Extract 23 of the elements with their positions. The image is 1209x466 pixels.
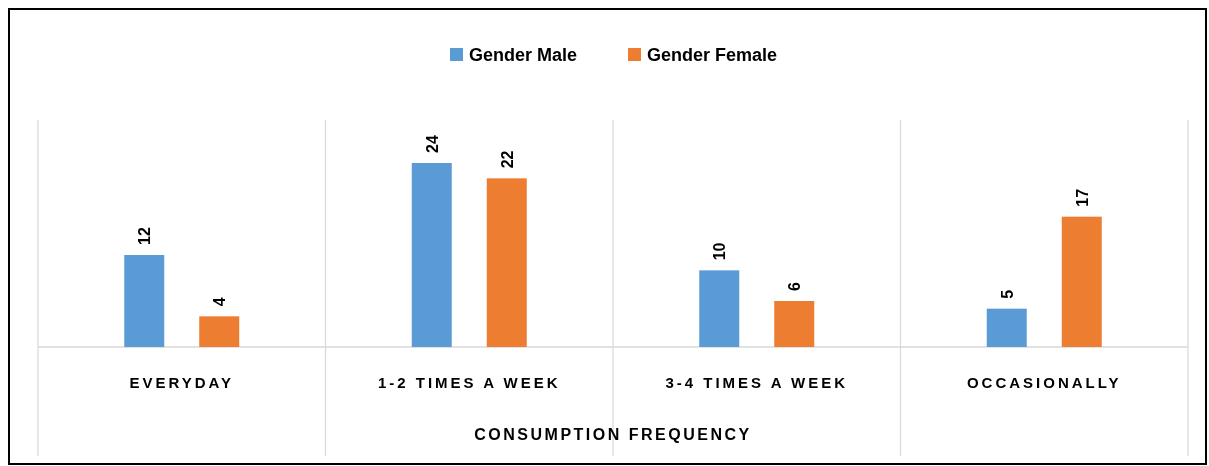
bar (1061, 216, 1102, 347)
data-label: 4 (211, 297, 229, 307)
data-label: 17 (1073, 188, 1091, 207)
x-tick-label: 1-2 TIMES A WEEK (377, 374, 561, 391)
x-axis-title: CONSUMPTION FREQUENCY (474, 426, 752, 443)
bar (411, 163, 452, 347)
legend-label: Gender Male (469, 45, 578, 65)
data-label: 5 (998, 289, 1016, 299)
data-label: 24 (423, 135, 441, 153)
x-tick-label: OCCASIONALLY (966, 374, 1122, 391)
bar (199, 316, 240, 347)
legend-label: Gender Female (647, 45, 778, 65)
data-label: 12 (136, 227, 154, 245)
data-label: 10 (711, 242, 729, 261)
bar (486, 178, 527, 347)
data-label: 22 (498, 150, 516, 169)
x-tick-label: EVERYDAY (129, 374, 235, 391)
x-tick-label: 3-4 TIMES A WEEK (665, 374, 849, 391)
bar (699, 270, 740, 347)
data-label: 6 (786, 282, 804, 291)
bar (774, 301, 815, 347)
bar (986, 308, 1027, 347)
bar (124, 255, 165, 347)
